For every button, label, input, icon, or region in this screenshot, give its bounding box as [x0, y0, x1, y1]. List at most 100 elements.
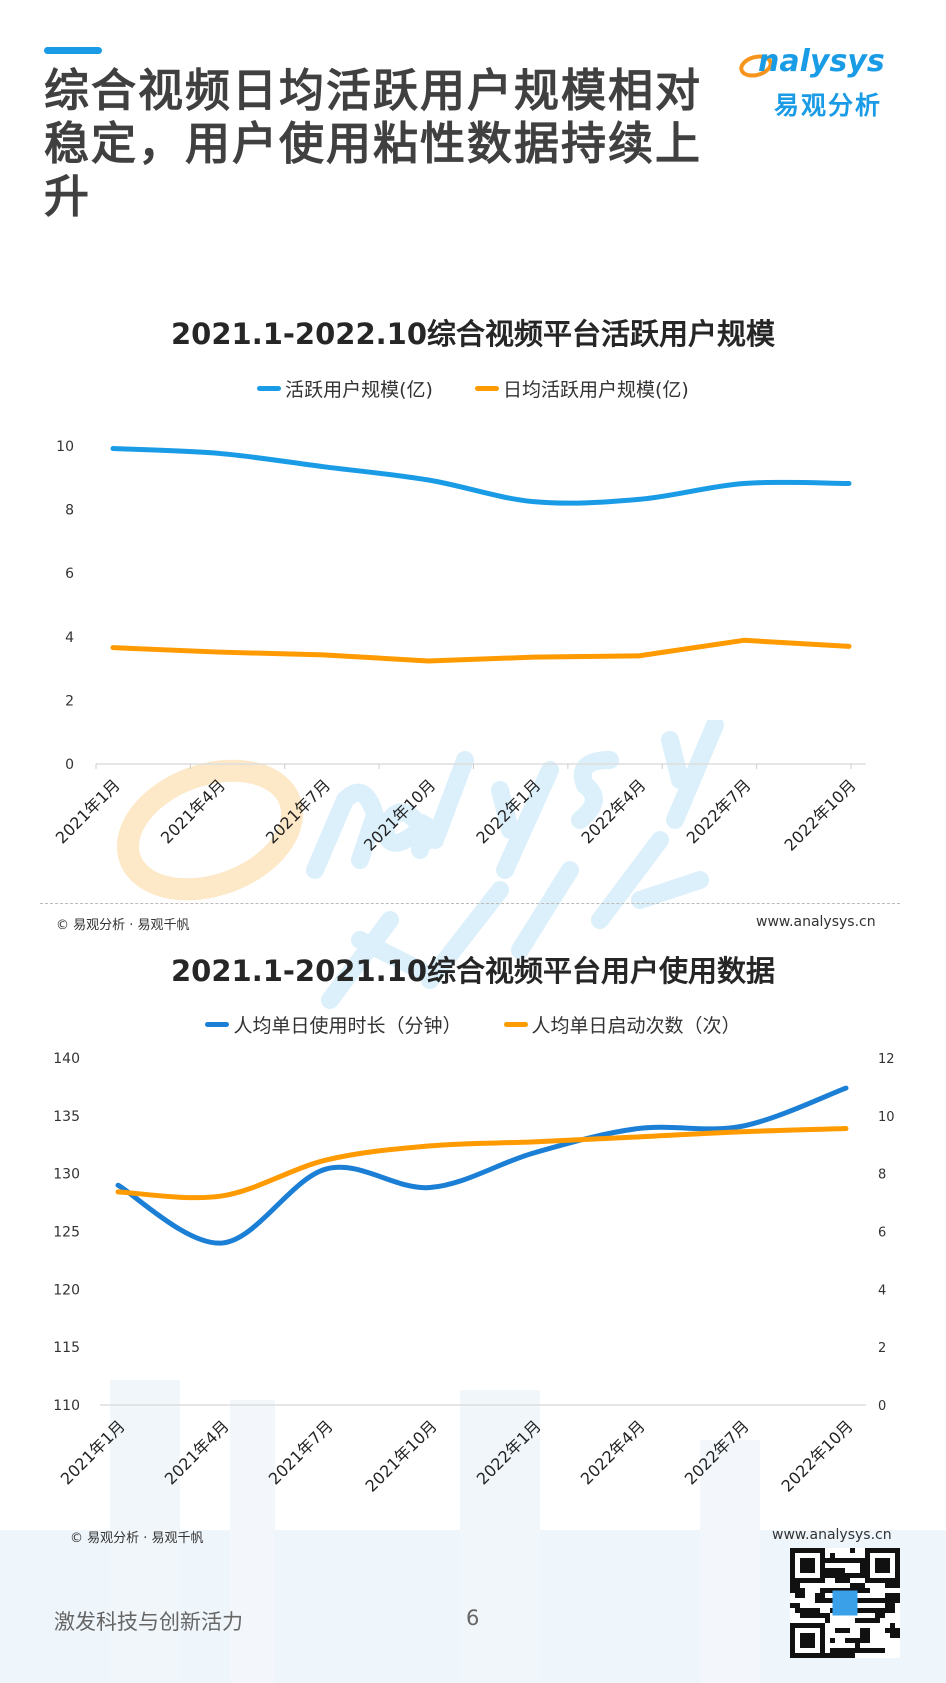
y-tick-label: 115: [53, 1340, 80, 1356]
qr-module: [845, 1558, 850, 1563]
page-title: 综合视频日均活跃用户规模相对稳定，用户使用粘性数据持续上升: [44, 64, 703, 223]
qr-module: [825, 1613, 830, 1618]
y-tick-label: 120: [53, 1282, 80, 1298]
qr-module: [825, 1568, 830, 1573]
x-tick-label: 2022年10月: [781, 775, 860, 854]
y-tick-label: 2: [65, 693, 74, 709]
qr-module: [880, 1608, 885, 1613]
qr-module: [855, 1638, 860, 1643]
qr-module: [860, 1638, 865, 1643]
qr-module: [795, 1583, 800, 1588]
qr-module: [860, 1628, 865, 1633]
qr-module: [865, 1598, 870, 1603]
qr-module: [840, 1653, 845, 1658]
qr-module: [840, 1568, 845, 1573]
y2-tick-label: 6: [878, 1226, 886, 1241]
qr-module: [815, 1598, 820, 1603]
qr-module: [825, 1588, 830, 1593]
qr-module: [870, 1598, 875, 1603]
legend-item-daily-duration: 人均单日使用时长（分钟）: [205, 1011, 461, 1038]
qr-module: [860, 1608, 865, 1613]
qr-module: [860, 1568, 865, 1573]
qr-module: [810, 1613, 815, 1618]
qr-module: [855, 1618, 860, 1623]
qr-module: [865, 1588, 870, 1593]
qr-module: [825, 1573, 830, 1578]
qr-module: [845, 1628, 850, 1633]
x-tick-label: 2021年7月: [262, 775, 334, 847]
qr-module: [840, 1648, 845, 1653]
qr-module: [820, 1593, 825, 1598]
legend-swatch: [503, 1022, 528, 1027]
x-tick-label: 2022年4月: [577, 775, 649, 847]
qr-module: [860, 1563, 865, 1568]
y-tick-label: 125: [53, 1225, 80, 1241]
qr-module: [830, 1573, 835, 1578]
qr-module: [895, 1598, 900, 1603]
qr-module: [795, 1603, 800, 1608]
qr-module: [890, 1603, 895, 1608]
qr-module: [855, 1643, 860, 1648]
y2-tick-label: 4: [878, 1283, 886, 1298]
series-line-0: [115, 1085, 849, 1246]
qr-module: [875, 1608, 880, 1613]
chart1-plot: 0 2 4 6 8 10 2021年1月 2021年4月 2021年7月 2021年10月 2022…: [52, 439, 866, 855]
legend-item-active-users: 活跃用户规模(亿): [257, 375, 433, 402]
qr-module: [860, 1583, 865, 1588]
chart2-title: 2021.1-2021.10综合视频平台用户使用数据: [170, 954, 776, 988]
qr-module: [815, 1608, 820, 1613]
qr-module: [890, 1608, 895, 1613]
qr-module: [830, 1648, 835, 1653]
qr-module: [880, 1648, 885, 1653]
qr-finder: [800, 1558, 815, 1573]
qr-module: [850, 1583, 855, 1588]
qr-module: [890, 1593, 895, 1598]
qr-module: [840, 1628, 845, 1633]
chart2-source: © 易观分析 · 易观千帆: [70, 1531, 204, 1546]
qr-module: [890, 1583, 895, 1588]
qr-module: [885, 1598, 890, 1603]
qr-module: [855, 1573, 860, 1578]
qr-module: [835, 1573, 840, 1578]
qr-module: [885, 1628, 890, 1633]
qr-module: [865, 1638, 870, 1643]
qr-module: [845, 1638, 850, 1643]
watermark-letter-shapes: [306, 720, 724, 1009]
qr-code: [790, 1548, 900, 1658]
qr-module: [895, 1633, 900, 1638]
x-tick-label: 2021年4月: [157, 775, 229, 847]
qr-module: [795, 1588, 800, 1593]
chart1-title: 2021.1-2022.10综合视频平台活跃用户规模: [170, 317, 776, 351]
qr-module: [790, 1603, 795, 1608]
chart2-website: www.analysys.cn: [772, 1527, 892, 1543]
qr-module: [790, 1588, 795, 1593]
chart2-legend: 人均单日使用时长（分钟） 人均单日启动次数（次）: [0, 1010, 946, 1038]
qr-module: [875, 1618, 880, 1623]
qr-module: [800, 1613, 805, 1618]
y2-tick-label: 10: [878, 1110, 895, 1125]
y2-tick-label: 0: [878, 1399, 886, 1414]
y2-tick-label: 2: [878, 1341, 886, 1356]
series-line-0: [110, 446, 852, 506]
y-tick-label: 10: [56, 439, 74, 455]
qr-module: [830, 1638, 835, 1643]
qr-module: [860, 1648, 865, 1653]
qr-module: [865, 1633, 870, 1638]
qr-module: [895, 1583, 900, 1588]
legend-label: 人均单日启动次数（次）: [531, 1015, 741, 1037]
qr-module: [835, 1558, 840, 1563]
y-tick-label: 8: [65, 503, 74, 519]
series-line-1: [115, 1126, 849, 1201]
qr-module: [890, 1598, 895, 1603]
qr-module: [795, 1608, 800, 1613]
qr-module: [800, 1588, 805, 1593]
qr-module: [820, 1598, 825, 1603]
logo-swoosh-icon: [739, 54, 773, 78]
page-number: 6: [466, 1606, 480, 1630]
qr-module: [870, 1608, 875, 1613]
qr-module: [850, 1548, 855, 1553]
qr-module: [865, 1648, 870, 1653]
qr-module: [815, 1593, 820, 1598]
chart1-website: www.analysys.cn: [756, 914, 876, 930]
qr-module: [875, 1648, 880, 1653]
